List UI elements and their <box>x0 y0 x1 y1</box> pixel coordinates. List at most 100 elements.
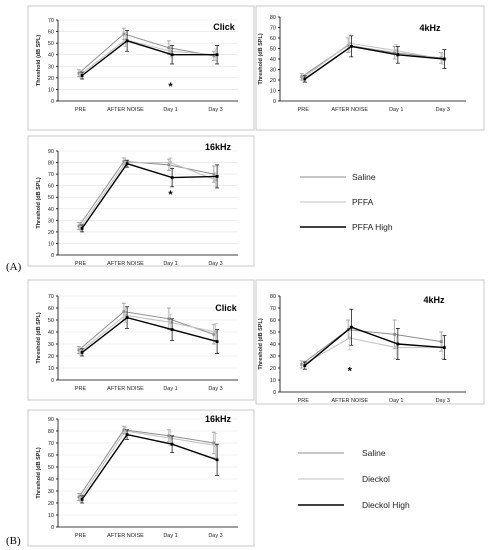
y-tick-label: 70 <box>270 26 276 32</box>
series-line <box>81 40 218 77</box>
y-tick-label: 80 <box>270 15 276 21</box>
data-point <box>79 349 82 353</box>
legend-entry: PFFA High <box>300 222 393 232</box>
series-line <box>301 44 442 78</box>
y-axis-label: Threshold (dB SPL) <box>258 318 264 370</box>
y-tick-label: 0 <box>51 378 54 384</box>
data-point <box>125 39 129 43</box>
data-point <box>303 364 307 367</box>
data-point <box>212 54 216 58</box>
y-tick-label: 20 <box>48 230 54 236</box>
data-point <box>77 495 81 499</box>
data-point <box>300 75 304 79</box>
series-dieckol-high <box>302 308 447 370</box>
y-tick-label: 40 <box>270 57 276 63</box>
y-tick-label: 50 <box>48 465 54 471</box>
series-line <box>78 429 214 498</box>
y-tick-label: 50 <box>48 318 54 324</box>
series-pffa-high <box>302 35 447 83</box>
series-pffa <box>78 32 218 79</box>
x-tick-label: PRE <box>298 107 310 113</box>
y-tick-label: 80 <box>270 294 276 300</box>
chart-a-16k: 0 10 20 30 40 50 60 70 80 90 PRE AFTER NOISE Day 1 Da… <box>27 135 255 267</box>
significance-marker: * <box>348 365 353 377</box>
x-tick-label: PRE <box>75 386 87 392</box>
data-point <box>394 49 398 52</box>
data-point <box>212 441 216 445</box>
data-point <box>169 436 172 440</box>
series-dieckol-high <box>80 306 220 357</box>
x-tick-label: PRE <box>75 107 87 113</box>
data-point <box>79 225 82 229</box>
y-axis-label: Threshold (dB SPL) <box>36 35 42 87</box>
y-tick-label: 20 <box>48 76 54 82</box>
legend-entry: PFFA <box>300 197 374 207</box>
panel-frame <box>27 279 255 401</box>
data-point <box>214 178 217 182</box>
y-tick-label: 10 <box>48 513 54 519</box>
x-tick-label: PRE <box>298 398 310 404</box>
data-point <box>122 32 126 36</box>
data-point <box>215 175 219 178</box>
x-tick-label: AFTER NOISE <box>107 386 144 392</box>
data-point <box>170 328 174 331</box>
y-axis-label: Threshold (dB SPL) <box>36 447 42 499</box>
data-point <box>439 340 443 343</box>
chart-b-4k: 0 10 20 30 40 50 60 70 80 PRE AFTER NOISE Day 1 Day … <box>255 279 485 405</box>
data-point <box>125 162 129 166</box>
data-point <box>442 57 446 61</box>
data-point <box>394 346 398 349</box>
x-tick-label: Day 3 <box>436 398 450 404</box>
y-tick-label: 10 <box>270 378 276 384</box>
legend-label: Dieckol High <box>362 500 410 510</box>
y-tick-label: 30 <box>48 64 54 70</box>
y-tick-label: 0 <box>273 390 276 396</box>
data-point <box>301 363 305 366</box>
x-tick-label: PRE <box>75 533 87 539</box>
data-point <box>167 163 171 167</box>
series-line <box>78 33 214 74</box>
data-point <box>396 342 400 346</box>
significance-marker: * <box>168 81 173 93</box>
data-point <box>124 313 127 317</box>
panel-frame <box>255 5 485 131</box>
charts-layer: 0 10 20 30 40 50 60 70 PRE AFTER NOISE Day 1 Day 3 T… <box>27 5 485 547</box>
section-label-a: (A) <box>6 261 22 273</box>
data-point <box>300 363 304 366</box>
series-line <box>80 39 216 75</box>
y-tick-label: 10 <box>270 89 276 95</box>
data-point <box>439 56 443 60</box>
series-line <box>303 42 443 79</box>
panel-frame <box>27 5 255 131</box>
data-point <box>169 321 172 324</box>
y-tick-label: 60 <box>270 36 276 42</box>
series-line <box>303 337 443 365</box>
y-tick-label: 50 <box>270 47 276 53</box>
x-tick-label: Day 1 <box>163 107 177 113</box>
y-tick-label: 70 <box>270 306 276 312</box>
y-tick-label: 20 <box>270 366 276 372</box>
y-tick-label: 70 <box>48 172 54 178</box>
x-tick-label: Day 3 <box>208 107 222 113</box>
x-tick-label: AFTER NOISE <box>107 533 144 539</box>
data-point <box>80 498 84 501</box>
legend-b: Saline Dieckol Dieckol High <box>298 448 410 510</box>
series-line <box>78 160 215 227</box>
legend-entry: Dieckol <box>298 474 390 484</box>
y-tick-label: 90 <box>48 149 54 155</box>
y-tick-label: 60 <box>48 30 54 36</box>
chart-title: 4kHz <box>419 23 441 33</box>
series-line <box>81 316 218 353</box>
series-pffa <box>78 157 218 232</box>
chart-b-click: 0 10 20 30 40 50 60 70 PRE AFTER NOISE Day 1 Day 3 T… <box>27 279 255 401</box>
series-line <box>81 162 218 229</box>
x-tick-label: PRE <box>75 261 87 267</box>
y-tick-label: 0 <box>273 99 276 105</box>
data-point <box>348 336 352 340</box>
y-tick-label: 20 <box>270 78 276 84</box>
y-tick-label: 70 <box>48 18 54 24</box>
data-point <box>212 172 216 176</box>
x-tick-label: Day 3 <box>208 533 222 539</box>
data-point <box>212 333 216 336</box>
y-tick-label: 40 <box>48 330 54 336</box>
